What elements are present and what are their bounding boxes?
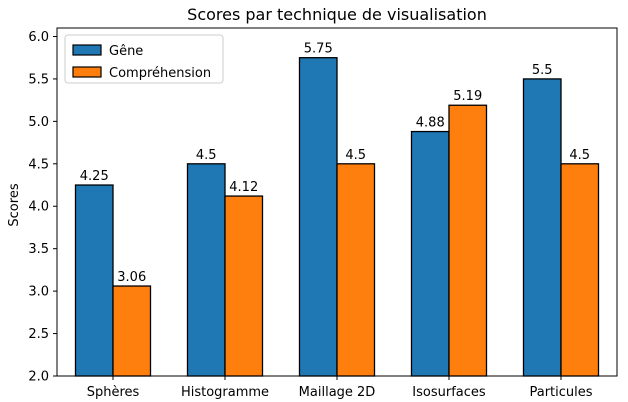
bar bbox=[186, 163, 226, 377]
bar bbox=[74, 184, 114, 377]
y-tick-label: 4.0 bbox=[28, 200, 49, 215]
y-axis-label: Scores bbox=[7, 183, 22, 226]
y-tick-label: 3.0 bbox=[28, 285, 49, 300]
legend-box bbox=[64, 34, 224, 84]
x-tick-label: Particules bbox=[529, 385, 592, 400]
legend-label: Gêne bbox=[109, 44, 143, 59]
bar-value-label: 3.06 bbox=[117, 270, 146, 285]
bar bbox=[336, 163, 376, 377]
y-tick-label: 2.5 bbox=[28, 327, 49, 342]
bar-value-label: 4.5 bbox=[196, 148, 217, 163]
bar-value-label: 5.19 bbox=[453, 89, 482, 104]
bar-value-label: 5.75 bbox=[304, 42, 333, 57]
bar-value-label: 4.25 bbox=[80, 169, 109, 184]
bar bbox=[448, 104, 488, 377]
bar-value-label: 4.88 bbox=[416, 116, 445, 131]
x-tick-label: Isosurfaces bbox=[412, 385, 486, 400]
bar bbox=[410, 130, 450, 377]
legend: Gêne Compréhension bbox=[64, 34, 224, 84]
y-tick-label: 6.0 bbox=[28, 30, 49, 45]
plot-area: Sphères 4.25 3.06 Histogramme 4.5 4.12 Maillag… bbox=[28, 30, 600, 400]
y-tick-label: 5.0 bbox=[28, 115, 49, 130]
bar-value-label: 5.5 bbox=[532, 63, 553, 78]
x-tick-label: Histogramme bbox=[181, 385, 269, 400]
bar bbox=[560, 163, 600, 377]
chart-title: Scores par technique de visualisation bbox=[187, 5, 487, 24]
legend-swatch bbox=[72, 66, 102, 78]
bar-value-label: 4.5 bbox=[345, 148, 366, 163]
x-tick-label: Sphères bbox=[87, 385, 140, 400]
bar bbox=[112, 285, 152, 377]
bar bbox=[224, 195, 264, 377]
y-tick-label: 2.0 bbox=[28, 370, 49, 385]
bar-value-label: 4.12 bbox=[229, 180, 258, 195]
legend-swatch bbox=[72, 44, 102, 56]
y-tick-label: 5.5 bbox=[28, 72, 49, 87]
bar bbox=[298, 57, 338, 377]
plot-frame bbox=[56, 27, 618, 377]
y-tick-label: 3.5 bbox=[28, 242, 49, 257]
legend-label: Compréhension bbox=[109, 66, 211, 81]
y-tick-label: 4.5 bbox=[28, 157, 49, 172]
bar bbox=[522, 78, 562, 377]
bar-value-label: 4.5 bbox=[569, 148, 590, 163]
x-tick-label: Maillage 2D bbox=[299, 385, 376, 400]
